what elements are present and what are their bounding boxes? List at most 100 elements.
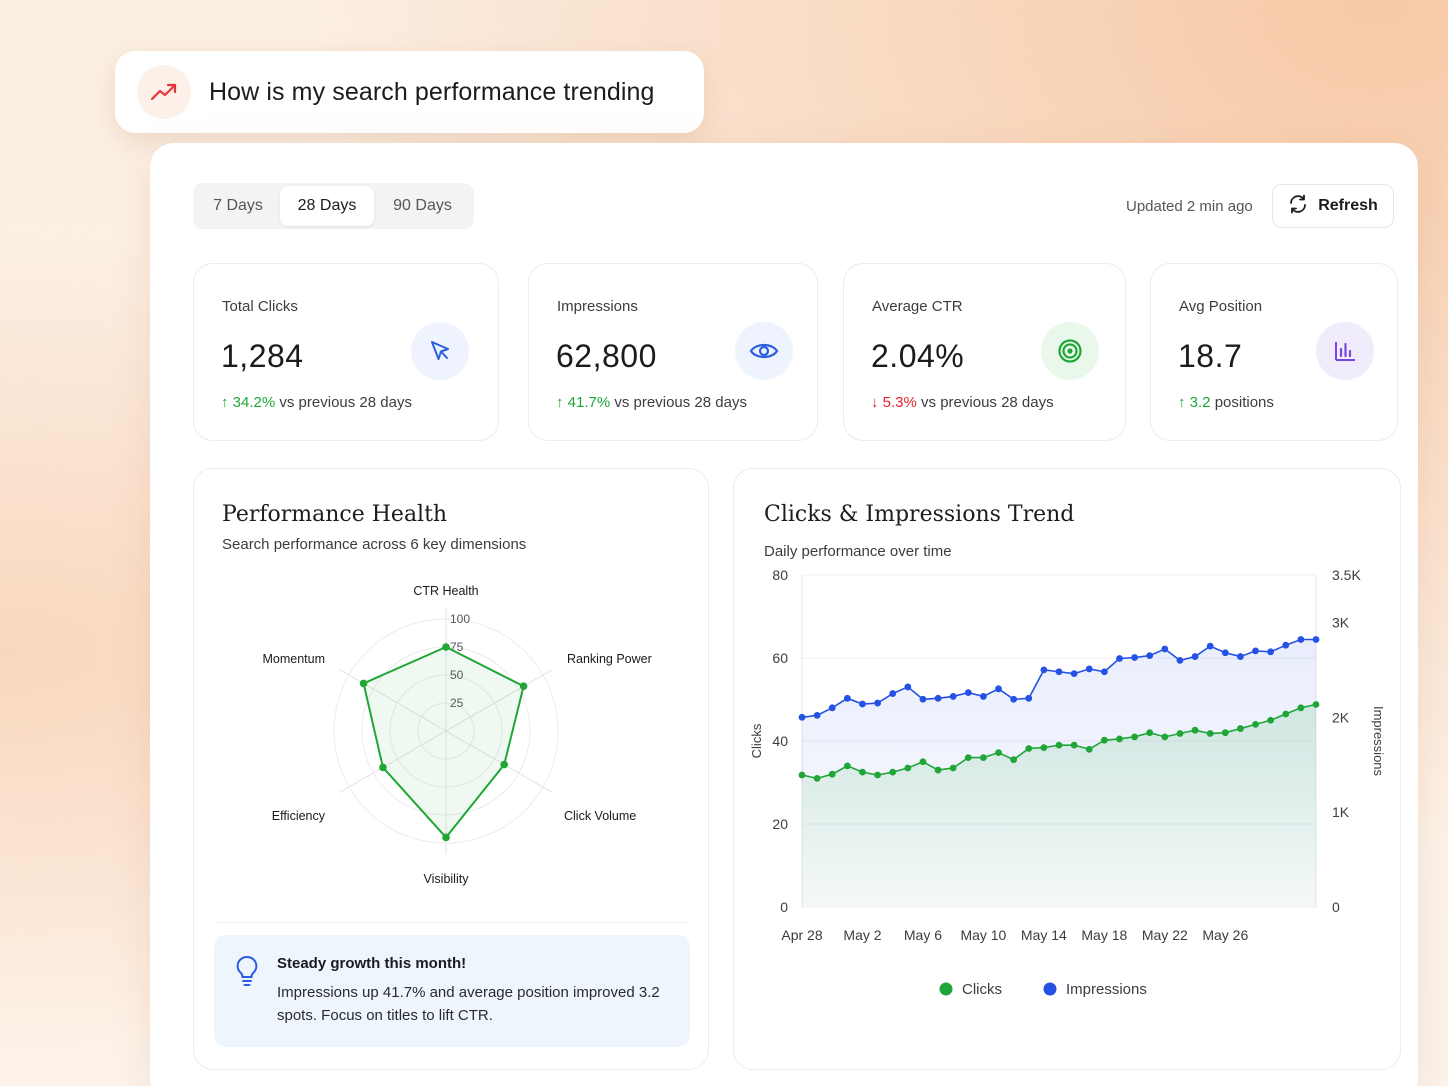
bar-chart-icon [1316, 322, 1374, 380]
impressions-point [859, 700, 866, 708]
clicks-point [1191, 726, 1199, 734]
impressions-point [1025, 694, 1033, 702]
impressions-point [1146, 652, 1154, 660]
tab-7-days[interactable]: 7 Days [213, 197, 263, 214]
query-text: How is my search performance trending [209, 77, 655, 106]
impressions-point [904, 683, 912, 691]
metric-delta: ↑ 3.2 positions [1178, 394, 1274, 411]
tab-90-days[interactable]: 90 Days [393, 197, 452, 214]
delta-percent: 34.2% [232, 394, 276, 411]
impressions-point [1070, 670, 1078, 678]
clicks-point [1010, 756, 1018, 764]
y-right-tick-label: 3K [1332, 614, 1350, 630]
clicks-point [889, 768, 897, 776]
cursor-icon [411, 322, 469, 380]
clicks-point [1025, 745, 1033, 752]
clicks-point [1116, 735, 1123, 743]
metric-label: Total Clicks [222, 298, 298, 315]
impressions-point [1297, 636, 1305, 643]
impressions-point [1237, 653, 1244, 660]
metric-value: 1,284 [221, 338, 304, 374]
clicks-point [1070, 741, 1078, 749]
radar-tick-label: 25 [450, 696, 464, 710]
radar-spoke [339, 668, 447, 732]
clicks-point [1206, 730, 1214, 737]
tab-28-days[interactable]: 28 Days [280, 186, 374, 226]
radar-point [442, 833, 450, 842]
delta-text: vs previous 28 days [275, 394, 412, 411]
metric-card-average-ctr: Average CTR 2.04% ↓ 5.3% vs previous 28 … [843, 263, 1126, 441]
radar-spoke [339, 730, 447, 794]
impressions-point [1161, 645, 1169, 653]
impressions-point [1040, 666, 1048, 674]
impressions-point [1116, 655, 1123, 662]
x-tick-label: May 18 [1081, 927, 1127, 943]
refresh-icon [1288, 194, 1308, 219]
clicks-point [904, 764, 912, 772]
legend-clicks-swatch [939, 982, 953, 996]
delta-percent: 41.7% [567, 394, 611, 411]
metric-value: 2.04% [871, 338, 965, 374]
metric-value: 18.7 [1178, 338, 1243, 374]
refresh-label: Refresh [1318, 197, 1378, 214]
eye-icon [735, 322, 793, 380]
delta-percent: 3.2 [1189, 394, 1211, 411]
radar-point [500, 760, 508, 769]
radar-tick-label: 50 [450, 668, 464, 682]
clicks-point [1161, 733, 1169, 741]
y-right-tick-label: 2K [1332, 709, 1350, 725]
y-left-tick-label: 40 [772, 733, 788, 749]
metric-delta: ↑ 41.7% vs previous 28 days [556, 394, 747, 411]
clicks-point [1221, 729, 1229, 737]
impressions-point [1221, 649, 1229, 657]
impressions-point [1100, 668, 1108, 676]
metric-label: Impressions [557, 298, 638, 315]
tip-title: Steady growth this month! [277, 955, 467, 972]
clicks-point [1040, 744, 1048, 752]
y-left-tick-label: 0 [780, 899, 788, 915]
impressions-point [1085, 665, 1093, 673]
metric-label: Average CTR [872, 298, 963, 315]
x-tick-label: May 10 [960, 927, 1006, 943]
clicks-point [813, 774, 821, 782]
delta-arrow-down-icon: ↓ [871, 394, 883, 411]
clicks-point [874, 771, 881, 779]
metric-card-avg-position: Avg Position 18.7 ↑ 3.2 positions [1150, 263, 1398, 441]
legend-clicks-label: Clicks [962, 981, 1002, 998]
dashboard-panel: 7 Days 28 Days 90 Days Updated 2 min ago… [150, 143, 1418, 1086]
impressions-point [964, 689, 972, 697]
impressions-point [1176, 656, 1184, 664]
target-icon [1041, 322, 1099, 380]
performance-health-card: Performance Health Search performance ac… [193, 468, 709, 1070]
radar-tick-label: 100 [450, 612, 470, 626]
radar-point [442, 643, 450, 651]
clicks-point [1297, 704, 1305, 712]
impressions-point [919, 695, 927, 703]
clicks-point [949, 764, 957, 772]
impressions-point [813, 711, 821, 719]
radar-axis-label: Visibility [424, 872, 470, 886]
impressions-point [889, 690, 897, 697]
radar-point [519, 682, 528, 690]
metric-value: 62,800 [556, 338, 657, 374]
radar-spoke [445, 730, 553, 794]
y-left-axis-title: Clicks [749, 723, 764, 758]
lightbulb-icon [236, 955, 258, 986]
y-right-tick-label: 3.5K [1332, 569, 1361, 583]
clicks-point [859, 768, 866, 776]
radar-point [359, 679, 368, 688]
radar-spoke [445, 668, 553, 732]
impressions-point [995, 685, 1002, 693]
impressions-point [934, 694, 942, 702]
delta-arrow-up-icon: ↑ [1178, 394, 1190, 411]
trend-title: Clicks & Impressions Trend [764, 502, 1075, 527]
x-tick-label: May 22 [1142, 927, 1188, 943]
refresh-button[interactable]: Refresh [1272, 184, 1394, 228]
impressions-point [980, 693, 987, 700]
impressions-point [1252, 647, 1259, 655]
impressions-point [1267, 648, 1275, 656]
radar-area [362, 646, 525, 839]
y-right-axis-title: Impressions [1371, 706, 1386, 777]
x-tick-label: May 26 [1202, 927, 1248, 943]
legend-impressions-swatch [1043, 982, 1057, 996]
